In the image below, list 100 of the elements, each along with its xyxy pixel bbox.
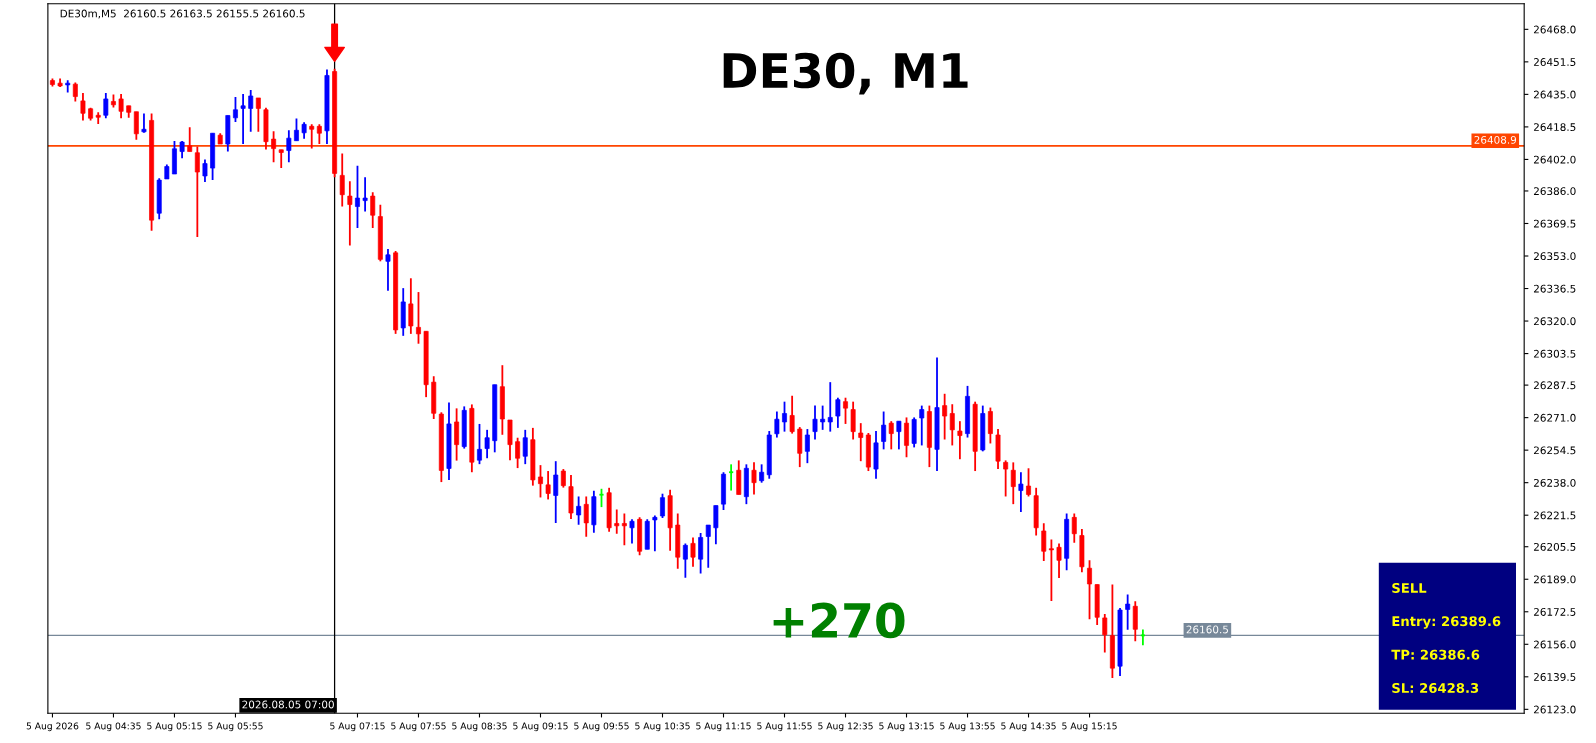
candlestick (286, 129, 292, 164)
x-tick-label: 5 Aug 09:15 (513, 722, 568, 732)
candlestick (347, 180, 353, 247)
candlestick (1132, 600, 1138, 643)
candlestick (1041, 522, 1047, 563)
y-tick-label: 26418.5 (1533, 123, 1576, 132)
candlestick (240, 93, 246, 145)
candlestick (957, 420, 963, 461)
candlestick (705, 524, 711, 569)
candlestick (820, 404, 826, 431)
annotation: +270 (773, 602, 905, 639)
candlestick (80, 92, 86, 122)
candlestick (477, 423, 482, 466)
candlestick (682, 542, 688, 579)
candlestick (1026, 467, 1031, 498)
x-tick-label: 5 Aug 10:35 (635, 722, 690, 732)
y-tick-label: 26386.0 (1533, 187, 1576, 196)
annotation: DE30m,M5 26160.5 26163.5 26155.5 26160.5 (60, 9, 305, 19)
candlestick (545, 470, 551, 501)
candlestick (278, 148, 284, 170)
candlestick (202, 158, 208, 183)
candlestick (782, 400, 787, 433)
candlestick (141, 112, 147, 134)
candlestick (949, 403, 955, 447)
y-tick-label: 26303.5 (1533, 349, 1576, 358)
candlestick (789, 394, 795, 435)
candlestick (1056, 542, 1062, 579)
candlestick (774, 410, 780, 439)
x-tick-label: 5 Aug 07:55 (391, 722, 446, 732)
y-tick-label: 26369.5 (1533, 219, 1576, 228)
candlestick (576, 495, 582, 526)
y-tick-label: 26353.0 (1533, 252, 1576, 261)
candlestick (309, 123, 315, 150)
candlestick (362, 176, 368, 213)
annotation: Entry: 26389.6 (1392, 616, 1501, 629)
y-tick-label: 26271.0 (1533, 413, 1576, 422)
candlestick (1125, 593, 1131, 631)
candlestick (1010, 461, 1016, 506)
x-tick-label: 5 Aug 09:55 (574, 722, 629, 732)
candlestick (850, 400, 856, 441)
candlestick (614, 508, 620, 535)
candlestick (118, 93, 124, 120)
candlestick (1018, 471, 1024, 513)
x-tick-label: 5 Aug 14:35 (1001, 722, 1056, 732)
candlestick (881, 410, 887, 451)
candlestick (583, 495, 589, 538)
ref-line-label: 26408.9 (1474, 135, 1517, 144)
y-tick-label: 26468.0 (1533, 25, 1576, 34)
x-tick-label: 5 Aug 05:15 (147, 722, 202, 732)
candlestick (522, 428, 528, 466)
x-tick-label: 5 Aug 05:55 (208, 722, 263, 732)
ref-line-label: 26160.5 (1186, 625, 1229, 634)
x-tick-label: 5 Aug 11:15 (696, 722, 751, 732)
candlestick (888, 420, 894, 451)
candlestick (408, 277, 414, 335)
candlestick (1003, 459, 1009, 498)
y-tick-label: 26221.5 (1533, 511, 1576, 520)
candlestick (728, 463, 735, 492)
candlestick (621, 512, 627, 547)
annotation: SELL (1392, 582, 1427, 593)
candlestick (858, 422, 864, 463)
candlestick (713, 504, 719, 546)
y-tick-label: 26238.0 (1533, 478, 1576, 487)
y-tick-label: 26139.5 (1533, 673, 1576, 681)
x-tick-label: 5 Aug 15:15 (1062, 722, 1117, 732)
annotation: SL: 26428.3 (1392, 683, 1479, 693)
y-tick-label: 26205.5 (1533, 542, 1576, 551)
candlestick (355, 164, 360, 229)
candlestick (1071, 512, 1077, 544)
candlestick (248, 89, 254, 133)
candlestick (751, 461, 757, 496)
candlestick (416, 291, 421, 345)
candlestick (919, 404, 925, 447)
candlestick (385, 248, 391, 292)
y-tick-label: 26402.0 (1533, 155, 1576, 164)
candlestick (690, 536, 696, 568)
candlestick (103, 92, 109, 120)
y-tick-label: 26254.5 (1533, 446, 1576, 455)
candlestick (316, 123, 322, 145)
ref-line-label: 2026.08.05 07:00 (242, 700, 334, 709)
candlestick (942, 392, 948, 441)
y-tick-label: 26320.0 (1533, 317, 1576, 326)
y-tick-label: 26435.0 (1533, 90, 1576, 99)
candlestick (804, 428, 810, 465)
y-tick-label: 26287.5 (1533, 381, 1576, 390)
candlestick (1102, 613, 1108, 654)
candlestick (294, 117, 299, 142)
candlestick (987, 406, 993, 445)
x-tick-label: 5 Aug 11:55 (757, 722, 812, 732)
y-tick-label: 26172.5 (1533, 608, 1576, 616)
candlestick (560, 468, 566, 489)
x-tick-label: 5 Aug 13:15 (879, 722, 934, 732)
candlestick (1087, 559, 1092, 621)
candlestick (553, 460, 559, 524)
candlestick (843, 396, 848, 425)
candlestick (515, 436, 521, 469)
candlestick (896, 420, 902, 451)
candlestick (194, 145, 200, 238)
candlestick (187, 126, 193, 153)
x-tick-label: 5 Aug 04:35 (86, 722, 141, 732)
